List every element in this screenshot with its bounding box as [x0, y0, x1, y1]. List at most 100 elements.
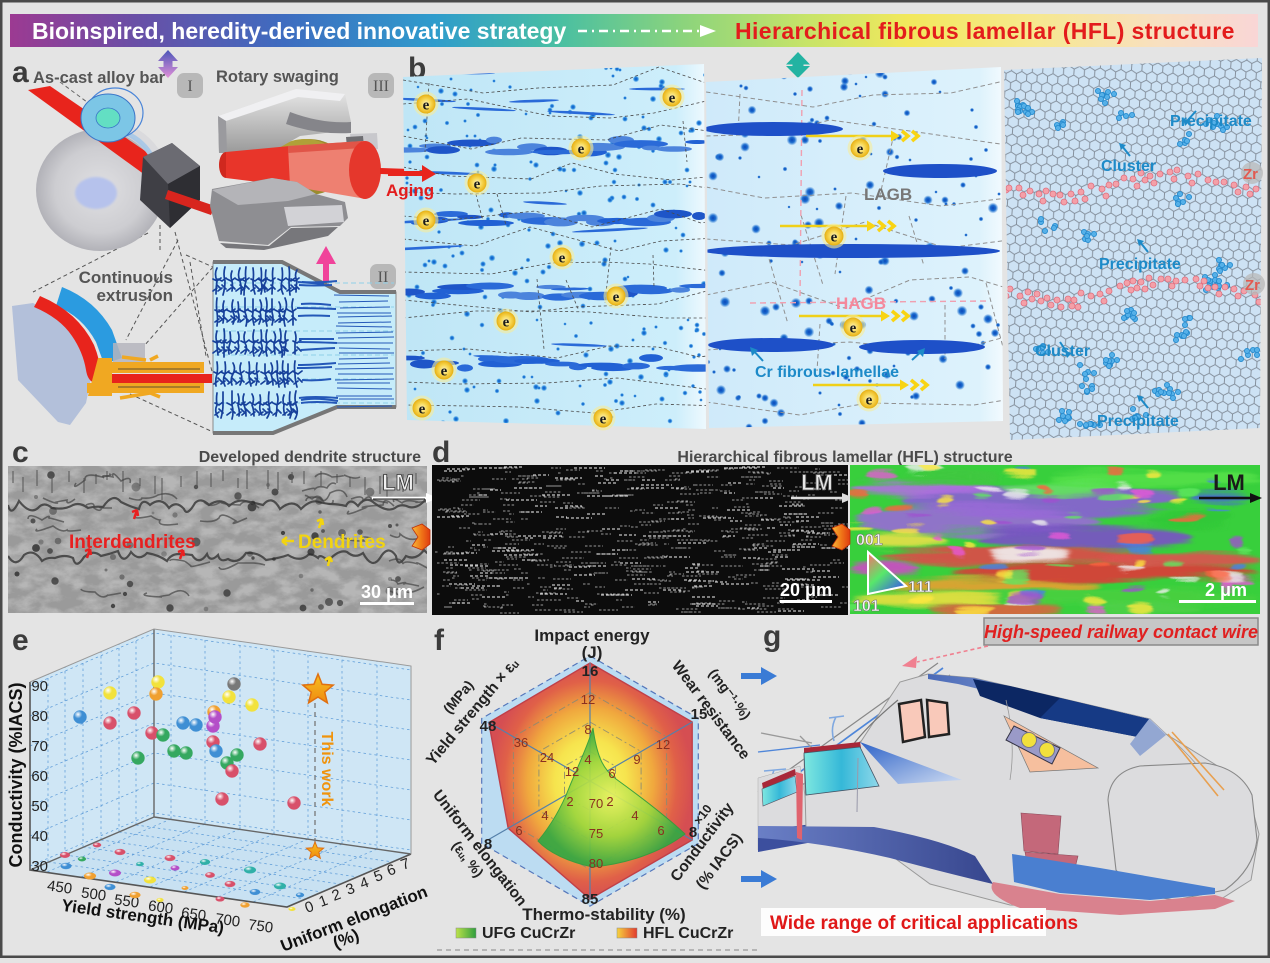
svg-text:Cluster: Cluster: [1101, 158, 1156, 175]
svg-text:75: 75: [589, 826, 603, 841]
svg-text:15: 15: [691, 706, 708, 723]
svg-text:700: 700: [214, 910, 241, 930]
svg-text:16: 16: [582, 663, 599, 680]
svg-text:e: e: [578, 142, 585, 158]
svg-text:70: 70: [589, 796, 603, 811]
svg-text:70: 70: [31, 738, 48, 755]
svg-text:80: 80: [589, 856, 603, 871]
svg-text:Thermo-stability (%): Thermo-stability (%): [522, 905, 685, 924]
svg-text:e: e: [857, 142, 864, 158]
svg-text:12: 12: [581, 692, 595, 707]
svg-text:(J): (J): [582, 643, 603, 662]
svg-text:UFG CuCrZr: UFG CuCrZr: [482, 925, 575, 942]
svg-text:12: 12: [656, 737, 670, 752]
svg-text:650: 650: [180, 904, 207, 924]
svg-text:24: 24: [540, 750, 554, 765]
svg-text:Precipitate: Precipitate: [1170, 113, 1252, 130]
svg-text:e: e: [12, 624, 29, 657]
svg-text:Conductivity (%IACS): Conductivity (%IACS): [6, 682, 26, 867]
svg-text:This work: This work: [318, 732, 335, 807]
svg-text:12: 12: [565, 764, 579, 779]
svg-text:e: e: [423, 214, 430, 230]
svg-text:Wide range of critical applica: Wide range of critical applications: [770, 913, 1078, 934]
svg-text:e: e: [669, 91, 676, 107]
svg-text:Hierarchical fibrous lamellar: Hierarchical fibrous lamellar (HFL) stru…: [677, 449, 1012, 466]
svg-text:Impact energy: Impact energy: [534, 626, 650, 645]
svg-text:e: e: [559, 251, 566, 267]
svg-text:d: d: [432, 436, 450, 469]
svg-text:e: e: [503, 315, 510, 331]
svg-text:8: 8: [484, 836, 492, 853]
svg-text:500: 500: [80, 884, 107, 904]
svg-text:Precipitate: Precipitate: [1099, 256, 1181, 273]
svg-text:48: 48: [480, 718, 497, 735]
svg-text:50: 50: [31, 798, 48, 815]
svg-text:HFL CuCrZr: HFL CuCrZr: [643, 925, 733, 942]
svg-text:6: 6: [608, 766, 615, 781]
svg-text:111: 111: [908, 579, 933, 596]
svg-text:e: e: [613, 290, 620, 306]
svg-text:Cluster: Cluster: [1035, 343, 1090, 360]
svg-text:e: e: [423, 98, 430, 114]
svg-text:9: 9: [633, 752, 640, 767]
svg-text:g: g: [763, 620, 781, 653]
svg-text:e: e: [474, 177, 481, 193]
svg-text:40: 40: [31, 828, 48, 845]
svg-text:Dendrites: Dendrites: [298, 532, 386, 553]
svg-text:2: 2: [566, 794, 573, 809]
svg-text:LAGB: LAGB: [864, 185, 912, 204]
svg-text:LM: LM: [1213, 470, 1245, 495]
svg-text:4: 4: [584, 752, 591, 767]
svg-text:30: 30: [31, 858, 48, 875]
svg-text:Precipitate: Precipitate: [1097, 413, 1179, 430]
svg-text:LM: LM: [801, 470, 833, 495]
svg-text:30 μm: 30 μm: [361, 582, 413, 602]
svg-text:4: 4: [631, 808, 638, 823]
svg-text:8: 8: [689, 824, 697, 841]
svg-text:4: 4: [541, 808, 548, 823]
svg-text:2 μm: 2 μm: [1205, 580, 1247, 600]
svg-text:Developed dendrite structure: Developed dendrite structure: [199, 449, 421, 466]
svg-text:2: 2: [606, 794, 613, 809]
svg-text:36: 36: [514, 735, 528, 750]
svg-text:450: 450: [46, 877, 73, 897]
svg-text:e: e: [850, 321, 857, 337]
svg-text:c: c: [12, 436, 29, 469]
svg-text:6: 6: [515, 823, 522, 838]
svg-text:Zr: Zr: [1245, 277, 1260, 294]
svg-text:Cr fibrous lamellae: Cr fibrous lamellae: [755, 364, 899, 381]
svg-text:8: 8: [584, 722, 591, 737]
svg-text:750: 750: [247, 916, 274, 936]
svg-text:a: a: [12, 56, 29, 89]
svg-text:III: III: [373, 78, 389, 95]
svg-text:Rotary swaging: Rotary swaging: [216, 68, 339, 86]
svg-text:As-cast alloy bar: As-cast alloy bar: [33, 69, 166, 87]
svg-text:60: 60: [31, 768, 48, 785]
svg-text:e: e: [600, 412, 607, 428]
svg-text:Hierarchical fibrous lamellar: Hierarchical fibrous lamellar (HFL) stru…: [735, 18, 1235, 44]
svg-text:e: e: [441, 364, 448, 380]
svg-text:f: f: [434, 624, 445, 657]
svg-text:LM: LM: [382, 470, 414, 495]
svg-text:101: 101: [853, 598, 880, 615]
svg-text:600: 600: [147, 897, 174, 917]
svg-text:II: II: [378, 269, 389, 286]
svg-text:85: 85: [582, 891, 599, 908]
svg-text:Continuous: Continuous: [79, 268, 173, 287]
svg-text:Interdendrites: Interdendrites: [69, 532, 196, 553]
svg-text:001: 001: [856, 532, 883, 549]
svg-text:HAGB: HAGB: [836, 294, 886, 313]
svg-text:e: e: [831, 230, 838, 246]
svg-text:90: 90: [31, 678, 48, 695]
svg-text:6: 6: [657, 823, 664, 838]
svg-text:20 μm: 20 μm: [780, 580, 832, 600]
svg-text:e: e: [419, 402, 426, 418]
svg-text:I: I: [187, 78, 192, 95]
svg-text:High-speed railway contact wir: High-speed railway contact wire: [984, 622, 1258, 642]
svg-text:Zr: Zr: [1243, 166, 1258, 183]
svg-text:Bioinspired, heredity-derived: Bioinspired, heredity-derived innovative…: [32, 18, 566, 44]
svg-text:extrusion: extrusion: [96, 286, 173, 305]
svg-text:e: e: [866, 393, 873, 409]
svg-text:80: 80: [31, 708, 48, 725]
svg-text:Aging: Aging: [386, 181, 434, 200]
